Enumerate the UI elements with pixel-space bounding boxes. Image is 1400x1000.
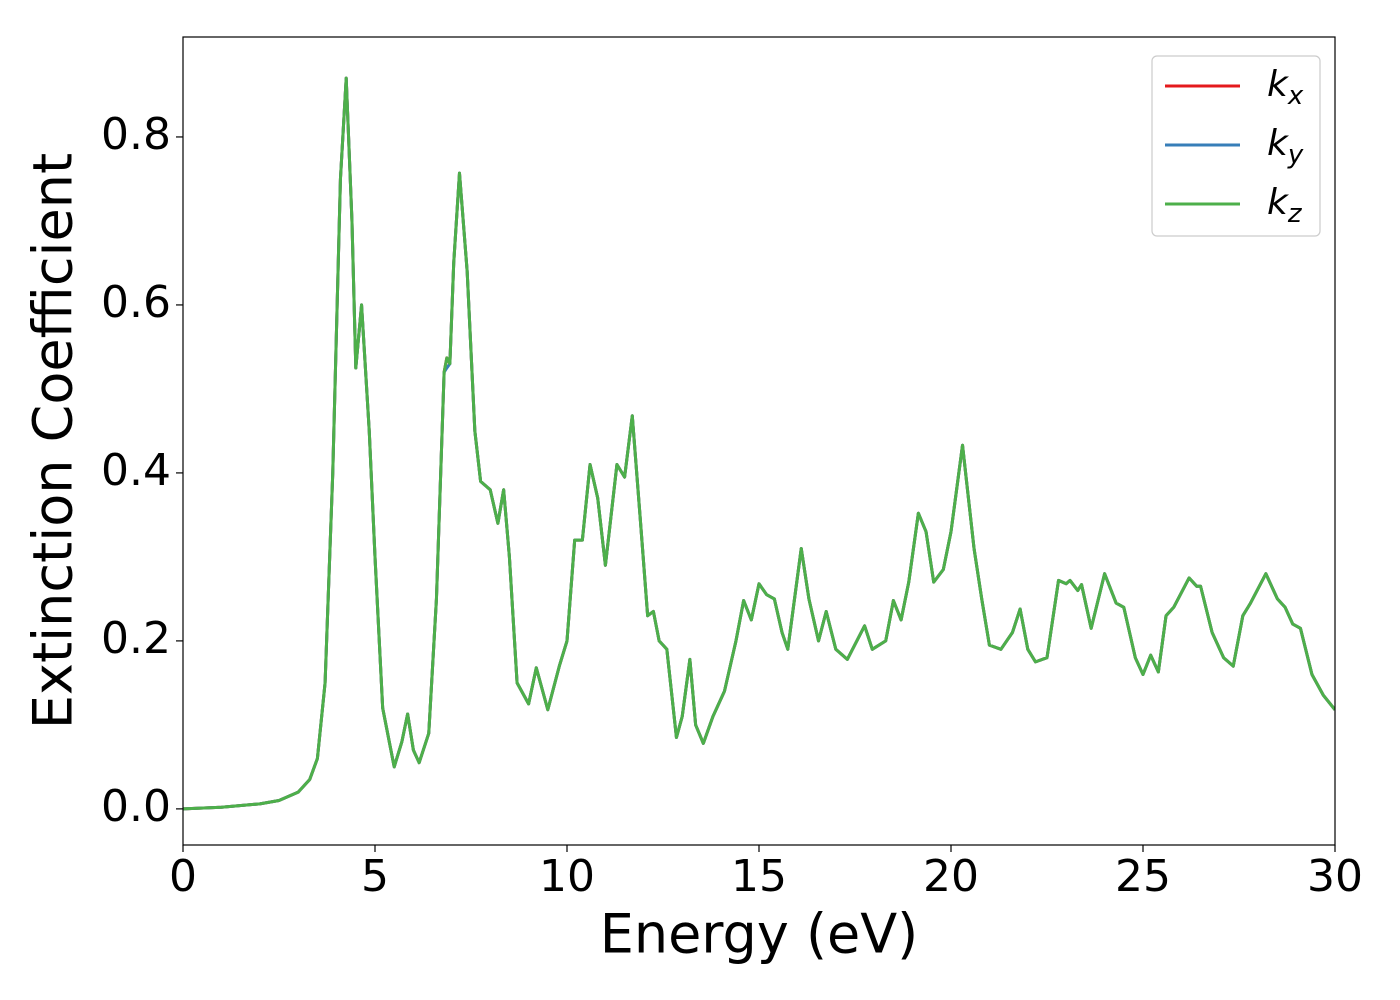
x-tick-label: 0: [169, 851, 197, 902]
y-tick-label: 0.4: [101, 445, 171, 496]
legend-label: kz: [1267, 182, 1303, 229]
legend-label: kx: [1267, 64, 1304, 111]
x-axis-label: Energy (eV): [600, 903, 919, 966]
y-axis-label: Extinction Coefficient: [22, 153, 85, 729]
y-tick-label: 0.8: [101, 109, 171, 160]
x-tick-label: 20: [923, 851, 979, 902]
x-tick-label: 30: [1307, 851, 1363, 902]
x-tick-label: 25: [1115, 851, 1171, 902]
y-tick-label: 0.6: [101, 277, 171, 328]
legend-label: ky: [1267, 123, 1304, 170]
y-tick-label: 0.2: [101, 613, 171, 664]
x-tick-label: 5: [361, 851, 389, 902]
y-tick-label: 0.0: [101, 781, 171, 832]
x-tick-label: 10: [539, 851, 595, 902]
plot-area: [183, 76, 1335, 811]
data-line: [183, 76, 1335, 811]
x-tick-label: 15: [731, 851, 787, 902]
